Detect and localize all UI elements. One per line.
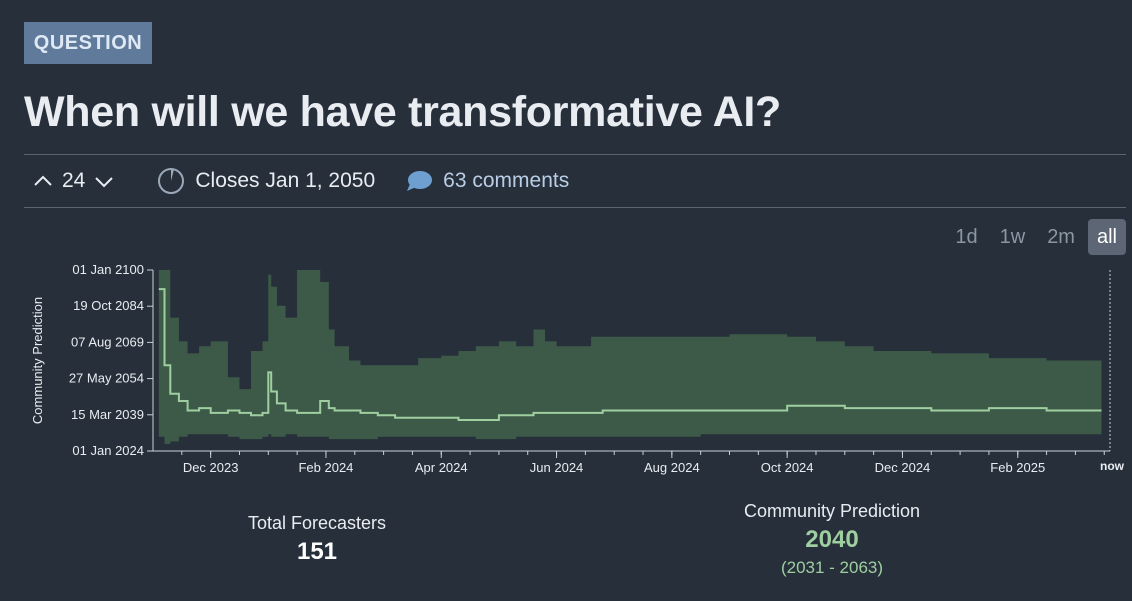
community-prediction-stat: Community Prediction 2040 (2031 - 2063): [712, 501, 952, 578]
close-date: Closes Jan 1, 2050: [157, 167, 375, 195]
total-forecasters-label: Total Forecasters: [247, 513, 387, 533]
y-tick-label: 15 Mar 2039: [71, 407, 144, 422]
y-tick-label: 19 Oct 2084: [73, 298, 144, 313]
x-tick-label: Aug 2024: [644, 460, 700, 475]
divider-top: [24, 154, 1126, 155]
median-line: [158, 288, 1102, 421]
speech-bubble-icon: [407, 171, 433, 191]
close-date-label: Closes Jan 1, 2050: [195, 169, 376, 192]
vote-count: 24: [62, 169, 86, 192]
x-tick-label: Oct 2024: [761, 460, 814, 475]
x-tick-label: Dec 2024: [875, 460, 931, 475]
x-tick-label: Feb 2024: [298, 460, 353, 475]
community-prediction-label: Community Prediction: [743, 501, 921, 521]
question-badge: QUESTION: [24, 22, 152, 64]
question-meta-bar: 24 Closes Jan 1, 2050 63 comments: [24, 155, 1126, 207]
question-title: When will we have transformative AI?: [24, 88, 782, 136]
total-forecasters-value: 151: [296, 538, 338, 565]
y-tick-label: 01 Jan 2100: [72, 262, 144, 277]
x-tick-label-now: now: [1100, 459, 1125, 473]
y-tick-label: 07 Aug 2069: [71, 334, 144, 349]
community-prediction-range: (2031 - 2063): [780, 558, 884, 577]
time-range-2m[interactable]: 2m: [1047, 225, 1075, 248]
time-range-1d[interactable]: 1d: [955, 225, 978, 248]
time-range-all[interactable]: all: [1087, 219, 1126, 255]
x-tick-label: Dec 2023: [183, 460, 239, 475]
x-tick-label: Apr 2024: [415, 460, 468, 475]
x-tick-label: Feb 2025: [990, 460, 1045, 475]
pie-clock-icon: [158, 168, 185, 194]
downvote-chevron-down-icon[interactable]: [93, 170, 115, 192]
y-tick-label: 01 Jan 2024: [72, 443, 144, 458]
upvote-chevron-up-icon[interactable]: [32, 170, 54, 192]
x-tick-label: Jun 2024: [530, 460, 584, 475]
community-prediction-chart[interactable]: 01 Jan 2100 19 Oct 2084 07 Aug 2069 27 May …: [0, 258, 1132, 478]
confidence-band: [158, 270, 1102, 444]
vote-control: 24: [32, 169, 115, 193]
divider-bottom: [24, 207, 1126, 208]
time-range-1w[interactable]: 1w: [999, 225, 1026, 248]
time-range-selector: 1d 1w 2m all: [942, 219, 1126, 255]
total-forecasters-stat: Total Forecasters 151: [217, 513, 417, 566]
comments-label[interactable]: 63 comments: [443, 169, 570, 192]
community-prediction-value: 2040: [805, 526, 859, 553]
y-axis-title: Community Prediction: [30, 297, 45, 424]
y-tick-label: 27 May 2054: [69, 371, 144, 386]
comments-link[interactable]: 63 comments: [405, 169, 569, 193]
